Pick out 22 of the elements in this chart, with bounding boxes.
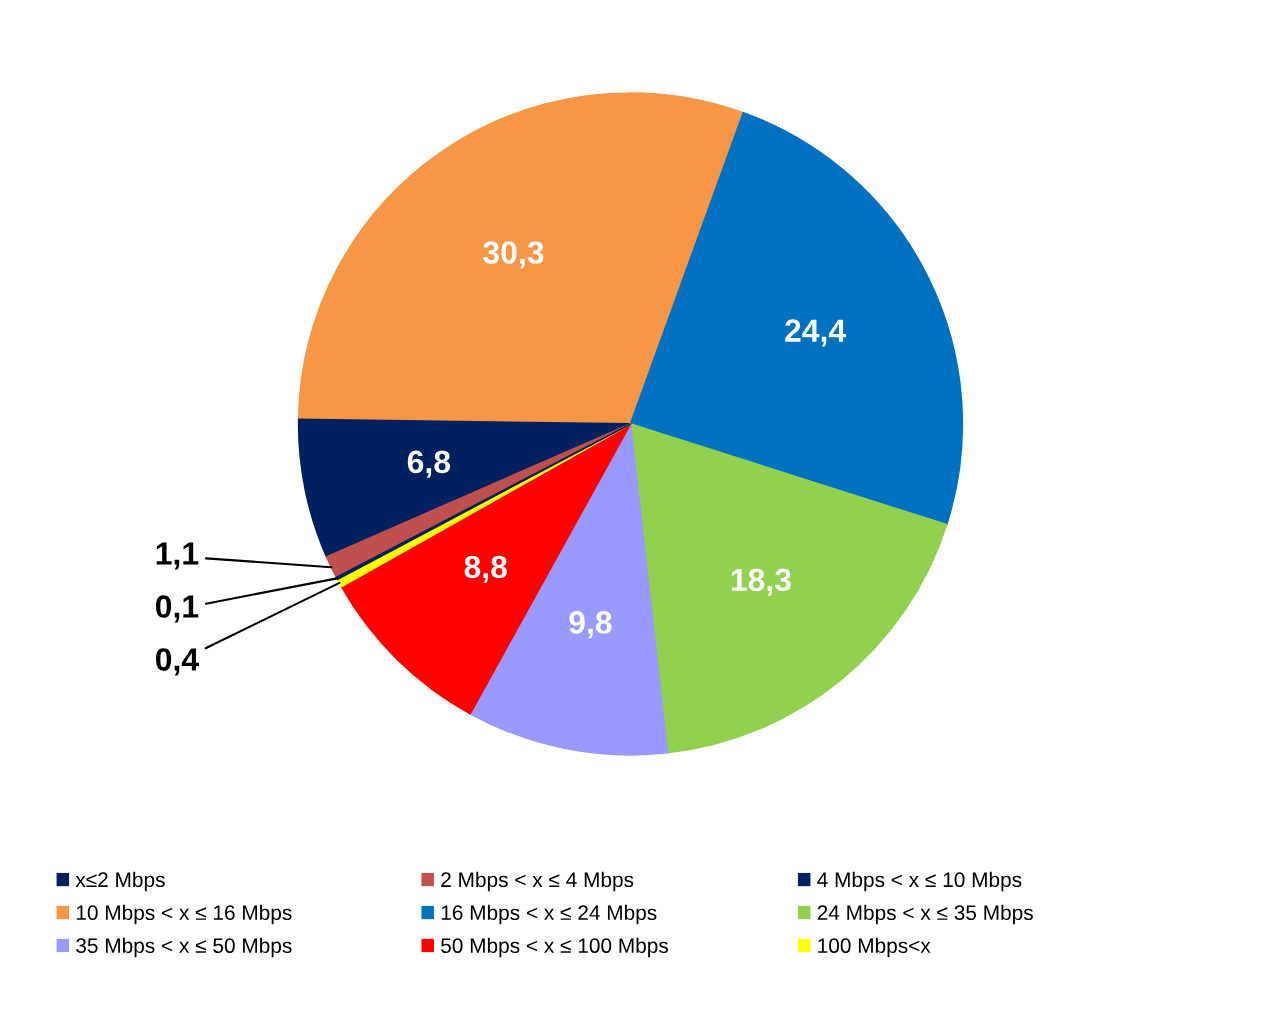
data-label: 6,8 — [407, 450, 451, 478]
data-label: 30,3 — [483, 241, 544, 269]
data-label: 18,3 — [731, 568, 791, 596]
data-label: 0,4 — [155, 648, 199, 676]
data-label: 0,1 — [155, 595, 199, 623]
pie-slice — [340, 423, 632, 715]
pie-slice — [629, 111, 964, 526]
legend-label: 2 Mbps < x ≤ 4 Mbps — [441, 871, 634, 892]
legend-label: 24 Mbps < x ≤ 35 Mbps — [817, 904, 1033, 925]
data-label: 8,8 — [464, 555, 507, 583]
legend-label: 100 Mbps<x — [818, 937, 931, 958]
pie-slice — [629, 423, 948, 754]
legend-label: 10 Mbps < x ≤ 16 Mbps — [76, 904, 292, 925]
legend-label: 35 Mbps < x ≤ 50 Mbps — [76, 937, 292, 958]
data-label: 24,4 — [785, 319, 847, 347]
data-label: 9,8 — [569, 611, 612, 639]
legend-label: 16 Mbps < x ≤ 24 Mbps — [441, 904, 657, 925]
legend-label: 50 Mbps < x ≤ 100 Mbps — [441, 937, 669, 958]
data-label: 1,1 — [156, 542, 199, 570]
legend-label: 4 Mbps < x ≤ 10 Mbps — [817, 871, 1022, 892]
legend-label: x≤2 Mbps — [75, 871, 165, 892]
pie-slice — [297, 92, 745, 425]
